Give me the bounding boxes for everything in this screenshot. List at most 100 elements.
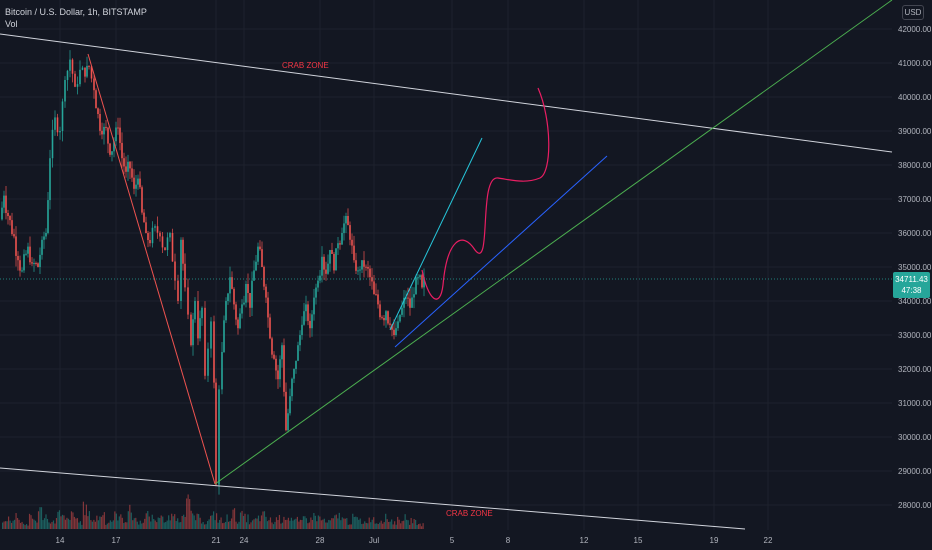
volume-indicator-label[interactable]: Vol bbox=[5, 19, 18, 29]
volume-bar bbox=[157, 517, 159, 529]
candle-body bbox=[259, 246, 261, 250]
candle-body bbox=[417, 277, 419, 279]
time-tick-label: 8 bbox=[506, 536, 511, 545]
volume-bar bbox=[120, 514, 122, 529]
candle-body bbox=[395, 328, 397, 335]
volume-bar bbox=[132, 520, 134, 529]
volume-bar bbox=[36, 522, 38, 529]
volume-bar bbox=[148, 516, 150, 529]
volume-bar bbox=[135, 517, 137, 529]
volume-bar bbox=[63, 515, 65, 529]
candle-body bbox=[269, 317, 271, 339]
volume-bar bbox=[190, 510, 192, 529]
green-support-trendline[interactable] bbox=[214, 0, 893, 485]
volume-bar bbox=[421, 526, 423, 529]
volume-bar bbox=[192, 513, 194, 529]
volume-bar bbox=[299, 519, 301, 529]
candle-body bbox=[381, 317, 383, 319]
price-tick-label: 39000.00 bbox=[898, 127, 932, 136]
volume-bar bbox=[355, 516, 357, 529]
price-tick-label: 37000.00 bbox=[898, 195, 932, 204]
candle-body bbox=[257, 246, 259, 262]
candle-body bbox=[275, 358, 277, 371]
candle-body bbox=[423, 277, 425, 288]
blue-trendline[interactable] bbox=[394, 155, 608, 348]
volume-bar bbox=[114, 511, 116, 529]
candle-body bbox=[389, 323, 391, 325]
candle-body bbox=[99, 114, 101, 131]
candle-body bbox=[169, 233, 171, 238]
volume-bar bbox=[133, 518, 135, 529]
volume-bar bbox=[386, 519, 388, 529]
volume-bar bbox=[112, 520, 114, 529]
volume-bar bbox=[334, 515, 336, 529]
candle-body bbox=[13, 234, 15, 237]
candle-body bbox=[315, 287, 317, 298]
volume-bar bbox=[272, 524, 275, 529]
candle-body bbox=[9, 216, 11, 221]
volume-bar bbox=[3, 521, 5, 529]
candle-body bbox=[161, 236, 164, 248]
candle-body bbox=[421, 275, 423, 288]
candle-body bbox=[11, 220, 13, 235]
volume-bar bbox=[187, 494, 189, 529]
volume-bar bbox=[124, 522, 126, 529]
candle-body bbox=[156, 226, 159, 233]
red-projection-drawing[interactable] bbox=[421, 87, 550, 300]
volume-bar bbox=[220, 517, 222, 529]
price-axis[interactable]: 28000.00 29000.00 30000.00 31000.00 32000.00… bbox=[898, 25, 932, 510]
candle-body bbox=[369, 268, 371, 278]
time-axis[interactable]: 14 17 21 24 28 Jul 5 8 12 15 19 22 bbox=[56, 536, 773, 545]
currency-button[interactable]: USD bbox=[902, 5, 924, 20]
candle-body bbox=[107, 127, 109, 144]
candle-body bbox=[97, 108, 99, 114]
candle-body bbox=[133, 177, 135, 189]
red-down-trendline[interactable] bbox=[87, 53, 216, 485]
candle-body bbox=[325, 269, 327, 274]
volume-bar bbox=[343, 518, 345, 529]
volume-bar bbox=[99, 516, 101, 529]
candle-body bbox=[225, 301, 227, 321]
candle-body bbox=[251, 280, 253, 308]
volume-bar bbox=[301, 520, 303, 529]
candle-body bbox=[41, 239, 43, 255]
volume-bar bbox=[6, 521, 8, 529]
volume-bar bbox=[160, 515, 162, 529]
candle-body bbox=[109, 143, 111, 155]
volume-bar bbox=[307, 523, 309, 529]
candle-body bbox=[287, 413, 289, 431]
lower-crab-trendline[interactable] bbox=[0, 467, 746, 530]
candle-body bbox=[121, 142, 123, 159]
volume-bar bbox=[256, 518, 258, 529]
volume-bar bbox=[409, 524, 411, 529]
candle-body bbox=[249, 293, 251, 308]
candle-body bbox=[187, 287, 189, 315]
volume-bar bbox=[87, 516, 89, 529]
candle-body bbox=[54, 117, 56, 130]
candle-body bbox=[277, 370, 279, 380]
candle-body bbox=[341, 233, 343, 245]
volume-bar bbox=[162, 516, 164, 529]
price-tick-label: 31000.00 bbox=[898, 399, 932, 408]
price-tick-label: 34000.00 bbox=[898, 297, 932, 306]
volume-bar bbox=[57, 511, 59, 529]
volume-bar bbox=[9, 520, 11, 529]
candle-body bbox=[25, 253, 27, 255]
candle-body bbox=[93, 78, 95, 91]
volume-bar bbox=[218, 519, 221, 529]
time-tick-label: 15 bbox=[634, 536, 643, 545]
volume-bar bbox=[277, 520, 279, 529]
candle-body bbox=[337, 243, 339, 249]
volume-bar bbox=[96, 515, 98, 529]
volume-bar bbox=[358, 519, 360, 529]
candle-body bbox=[149, 239, 151, 244]
volume-bar bbox=[283, 516, 285, 529]
upper-crab-trendline[interactable] bbox=[0, 33, 893, 153]
volume-bar bbox=[72, 512, 74, 529]
teal-trendline[interactable] bbox=[389, 137, 483, 331]
candle-body bbox=[64, 80, 66, 102]
volume-bar bbox=[412, 523, 414, 529]
volume-bar bbox=[55, 518, 58, 529]
candle-body bbox=[375, 294, 377, 296]
